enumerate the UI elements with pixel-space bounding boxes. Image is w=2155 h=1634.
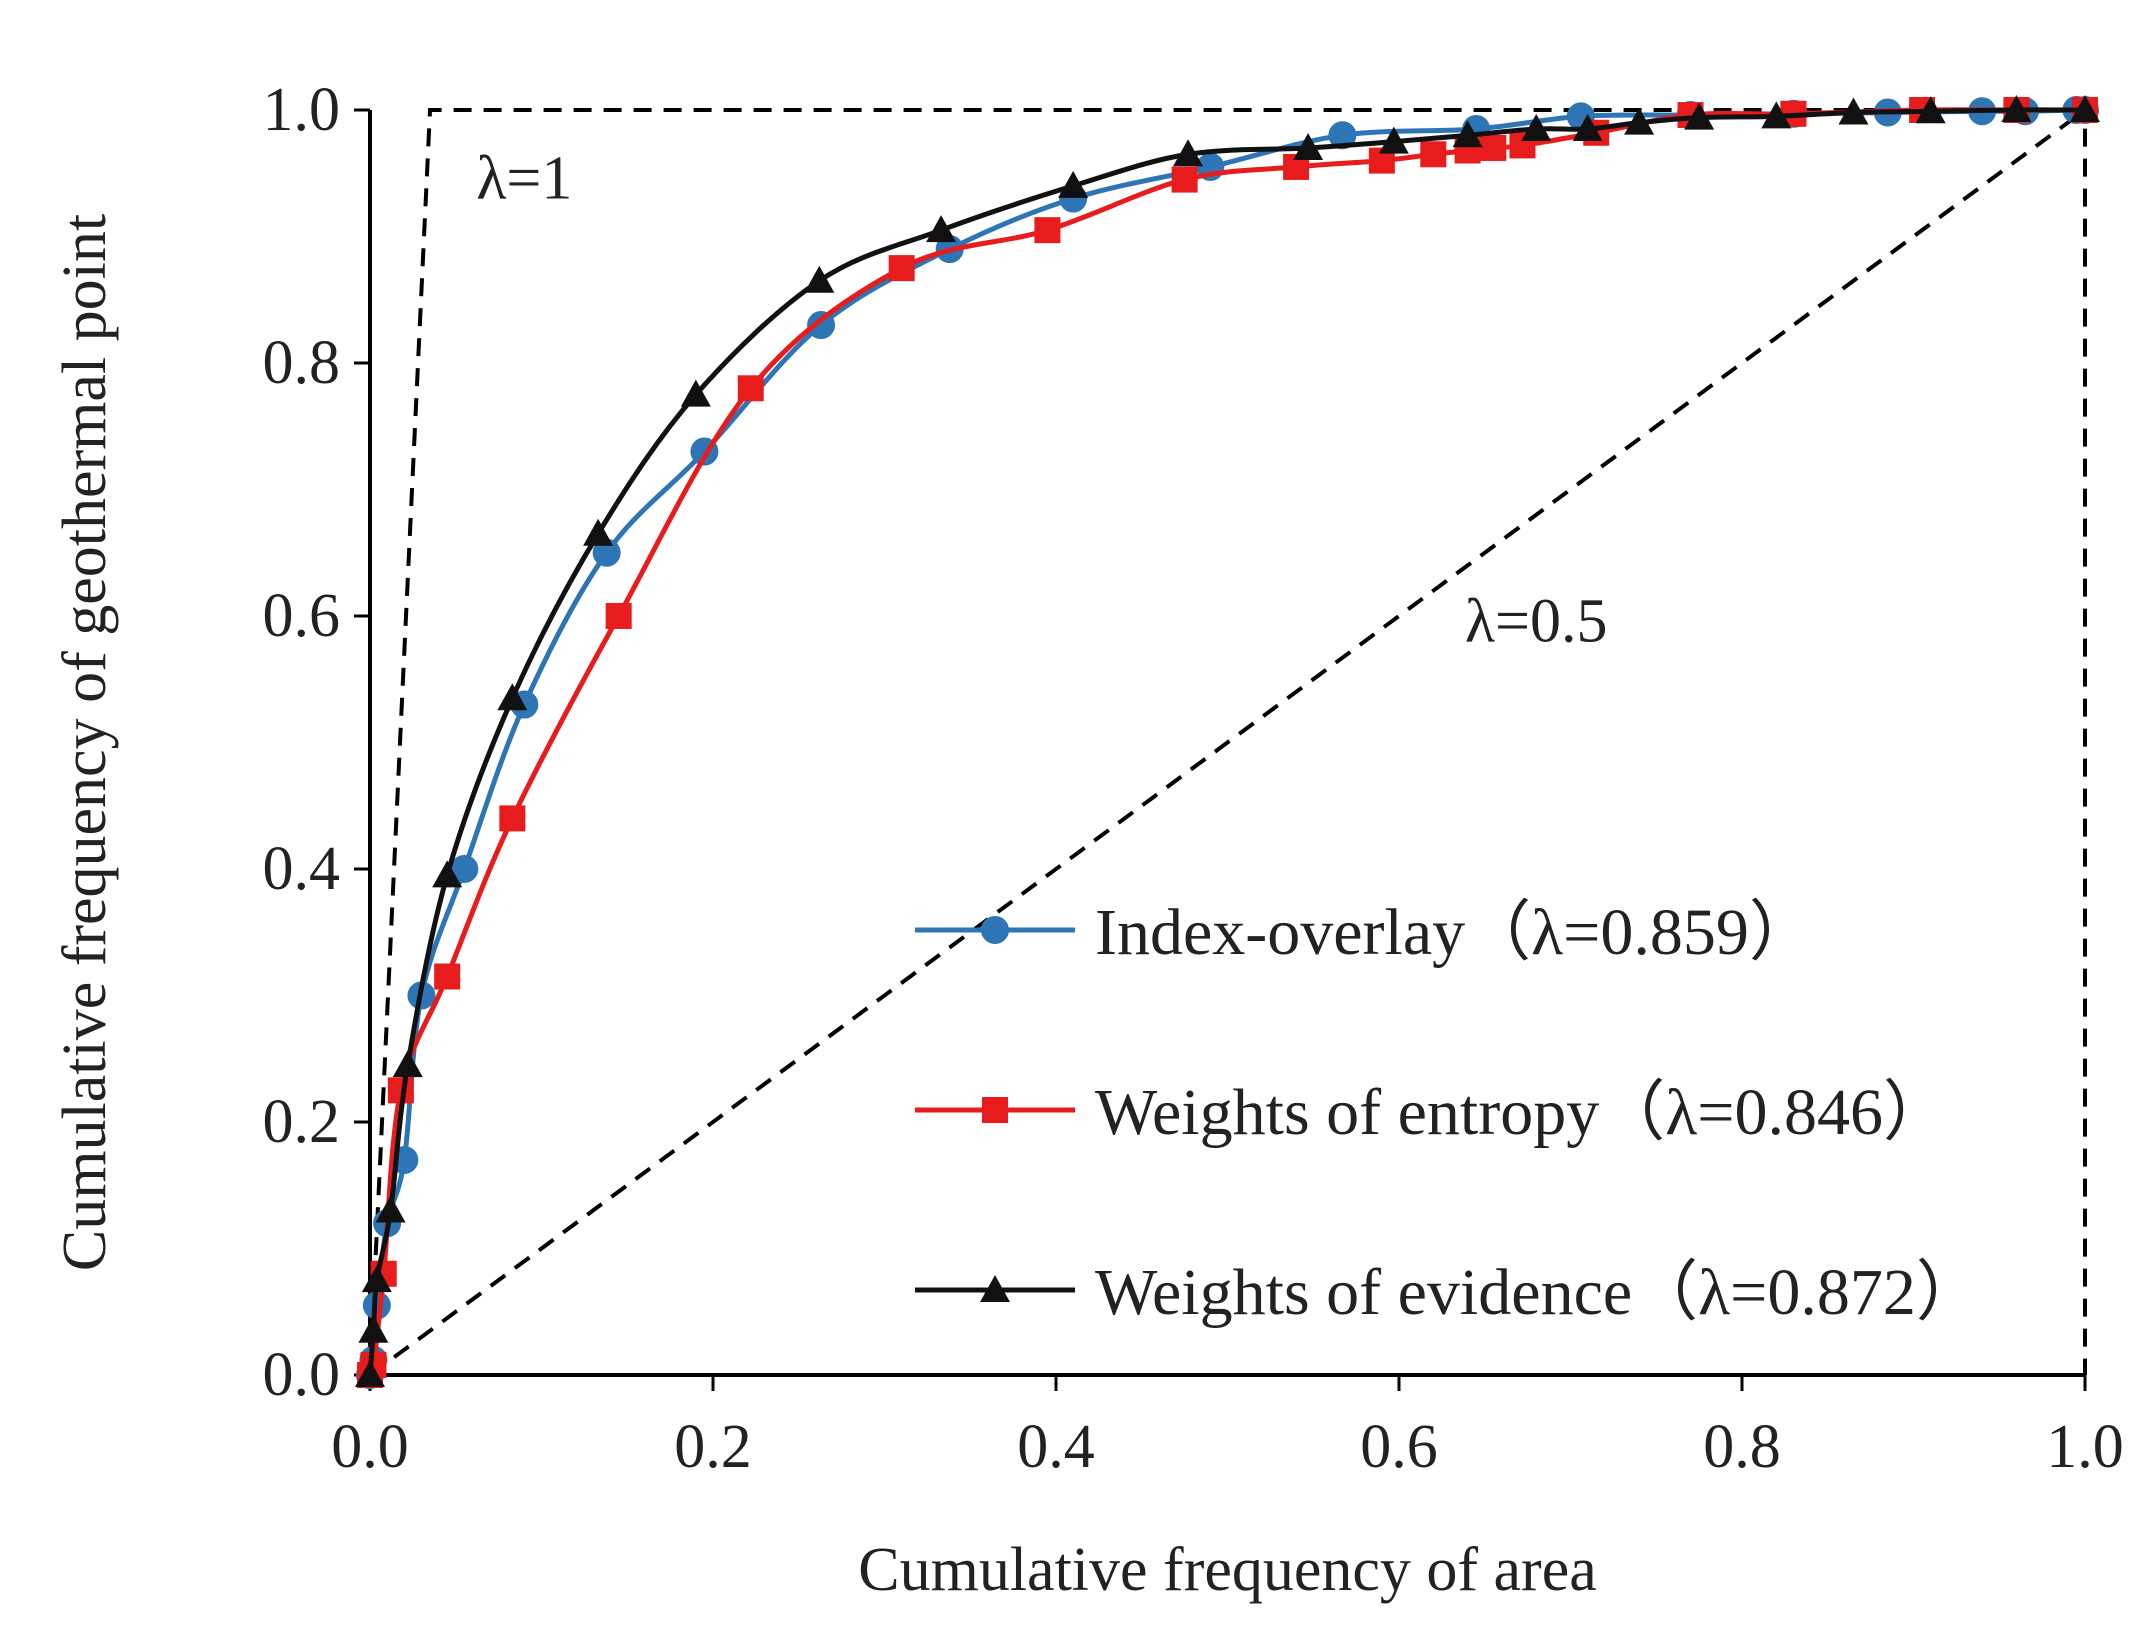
x-axis-title: Cumulative frequency of area bbox=[858, 1536, 1597, 1604]
weights-of-evidence-point bbox=[804, 265, 835, 293]
x-tick-label: 0.4 bbox=[1017, 1413, 1095, 1481]
x-tick-label: 0.6 bbox=[1360, 1413, 1438, 1481]
y-axis-title: Cumulative frequency of geothermal point bbox=[51, 214, 119, 1271]
index-overlay-point bbox=[1328, 121, 1357, 150]
weights-of-evidence-point bbox=[1624, 107, 1655, 135]
weights-of-evidence-point bbox=[355, 1360, 385, 1387]
weights-of-entropy-point bbox=[888, 255, 915, 282]
weights-of-evidence-point bbox=[1173, 139, 1204, 167]
y-tick-label: 1.0 bbox=[263, 76, 341, 144]
weights-of-entropy-point bbox=[499, 805, 526, 832]
weights-of-evidence-point bbox=[1915, 96, 1946, 124]
weights-of-evidence-point bbox=[1452, 120, 1483, 148]
weights-of-entropy-point bbox=[605, 603, 632, 629]
weights-of-evidence-point bbox=[1521, 113, 1552, 141]
weights-of-entropy-legend-label: Weights of entropy（λ=0.846） bbox=[1095, 1076, 1949, 1149]
weights-of-evidence-legend-label: Weights of evidence（λ=0.872） bbox=[1095, 1256, 1982, 1329]
annotation-lambda-1: λ=1 bbox=[476, 145, 572, 213]
weights-of-entropy-point bbox=[1480, 134, 1507, 161]
y-tick-label: 0.2 bbox=[263, 1088, 341, 1156]
weights-of-evidence-point bbox=[432, 860, 463, 888]
x-tick-label: 0.8 bbox=[1703, 1413, 1781, 1481]
weights-of-evidence-point bbox=[361, 1265, 392, 1293]
weights-of-entropy-legend-marker bbox=[982, 1097, 1008, 1123]
lambda-1-line bbox=[368, 108, 2087, 1376]
weights-of-evidence-line bbox=[367, 107, 2086, 1376]
weights-of-evidence-point bbox=[1838, 97, 1869, 125]
weights-of-entropy-point bbox=[1034, 217, 1061, 244]
weights-of-evidence-point bbox=[2001, 95, 2032, 122]
weights-of-evidence-point bbox=[1293, 132, 1324, 160]
weights-of-evidence-point bbox=[497, 683, 528, 711]
x-tick-label: 1.0 bbox=[2046, 1413, 2124, 1481]
y-tick-label: 0.4 bbox=[263, 835, 341, 903]
weights-of-evidence-point bbox=[1761, 101, 1792, 129]
x-tick-label: 0.2 bbox=[674, 1413, 752, 1481]
weights-of-entropy-point bbox=[434, 963, 461, 990]
weights-of-entropy-point bbox=[1420, 141, 1447, 168]
index-overlay-legend-label: Index-overlay（λ=0.859） bbox=[1095, 896, 1815, 969]
weights-of-evidence-point bbox=[358, 1315, 389, 1343]
weights-of-evidence-point bbox=[926, 215, 957, 243]
weights-of-evidence-point bbox=[583, 518, 614, 546]
weights-of-evidence-point bbox=[1378, 126, 1409, 154]
weights-of-evidence-point bbox=[2070, 95, 2100, 122]
weights-of-entropy-point bbox=[737, 375, 764, 402]
index-overlay-legend-marker bbox=[981, 916, 1009, 944]
weights-of-evidence-point bbox=[680, 379, 711, 407]
y-tick-label: 0.0 bbox=[263, 1341, 341, 1409]
weights-of-evidence-legend-marker bbox=[980, 1275, 1010, 1302]
weights-of-evidence-point bbox=[1572, 113, 1603, 141]
annotation-lambda-0-5: λ=0.5 bbox=[1465, 587, 1608, 655]
weights-of-evidence-point bbox=[392, 1050, 423, 1078]
weights-of-evidence-point bbox=[1684, 102, 1715, 130]
weights-of-entropy-point bbox=[1171, 166, 1198, 193]
weights-of-evidence-point bbox=[1058, 170, 1089, 198]
index-overlay-point bbox=[807, 311, 836, 340]
lambda-0.5-line bbox=[368, 108, 2087, 1377]
weights-of-evidence-point bbox=[375, 1195, 406, 1223]
x-tick-label: 0.0 bbox=[331, 1413, 409, 1481]
y-tick-label: 0.8 bbox=[263, 329, 341, 397]
y-tick-label: 0.6 bbox=[263, 582, 341, 650]
